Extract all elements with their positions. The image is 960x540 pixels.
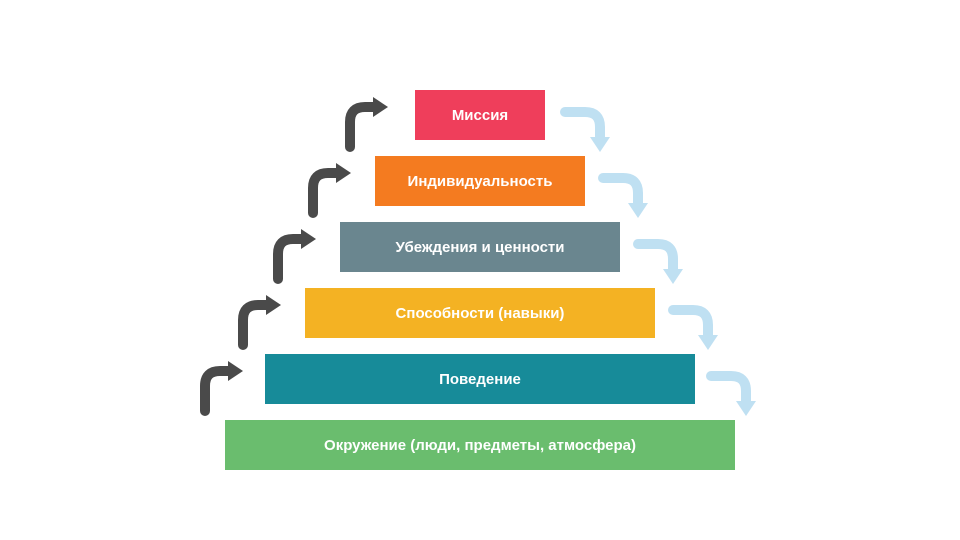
- pyramid-level: Поведение: [265, 354, 695, 404]
- pyramid-level: Миссия: [415, 90, 545, 140]
- level-label: Убеждения и ценности: [395, 239, 564, 256]
- level-label: Способности (навыки): [396, 305, 565, 322]
- pyramid-level: Способности (навыки): [305, 288, 655, 338]
- arrow-down-icon: [628, 234, 688, 294]
- arrow-down-icon: [593, 168, 653, 228]
- pyramid-row: Миссия: [180, 90, 780, 156]
- level-label: Индивидуальность: [408, 173, 553, 190]
- arrow-up-icon: [303, 158, 363, 218]
- pyramid-level: Убеждения и ценности: [340, 222, 620, 272]
- pyramid-level: Окружение (люди, предметы, атмосфера): [225, 420, 735, 470]
- level-label: Окружение (люди, предметы, атмосфера): [324, 437, 636, 454]
- pyramid-row: Окружение (люди, предметы, атмосфера): [180, 420, 780, 486]
- level-label: Миссия: [452, 107, 508, 124]
- arrow-down-icon: [555, 102, 615, 162]
- pyramid-row: Поведение: [180, 354, 780, 420]
- pyramid-level: Индивидуальность: [375, 156, 585, 206]
- arrow-down-icon: [663, 300, 723, 360]
- pyramid-row: Убеждения и ценности: [180, 222, 780, 288]
- pyramid-row: Индивидуальность: [180, 156, 780, 222]
- arrow-up-icon: [233, 290, 293, 350]
- arrow-up-icon: [340, 92, 400, 152]
- arrow-up-icon: [268, 224, 328, 284]
- pyramid-diagram: Миссия Индивидуальность Убеждения и ценн…: [180, 90, 780, 486]
- arrow-down-icon: [701, 366, 761, 426]
- level-label: Поведение: [439, 371, 521, 388]
- pyramid-row: Способности (навыки): [180, 288, 780, 354]
- arrow-up-icon: [195, 356, 255, 416]
